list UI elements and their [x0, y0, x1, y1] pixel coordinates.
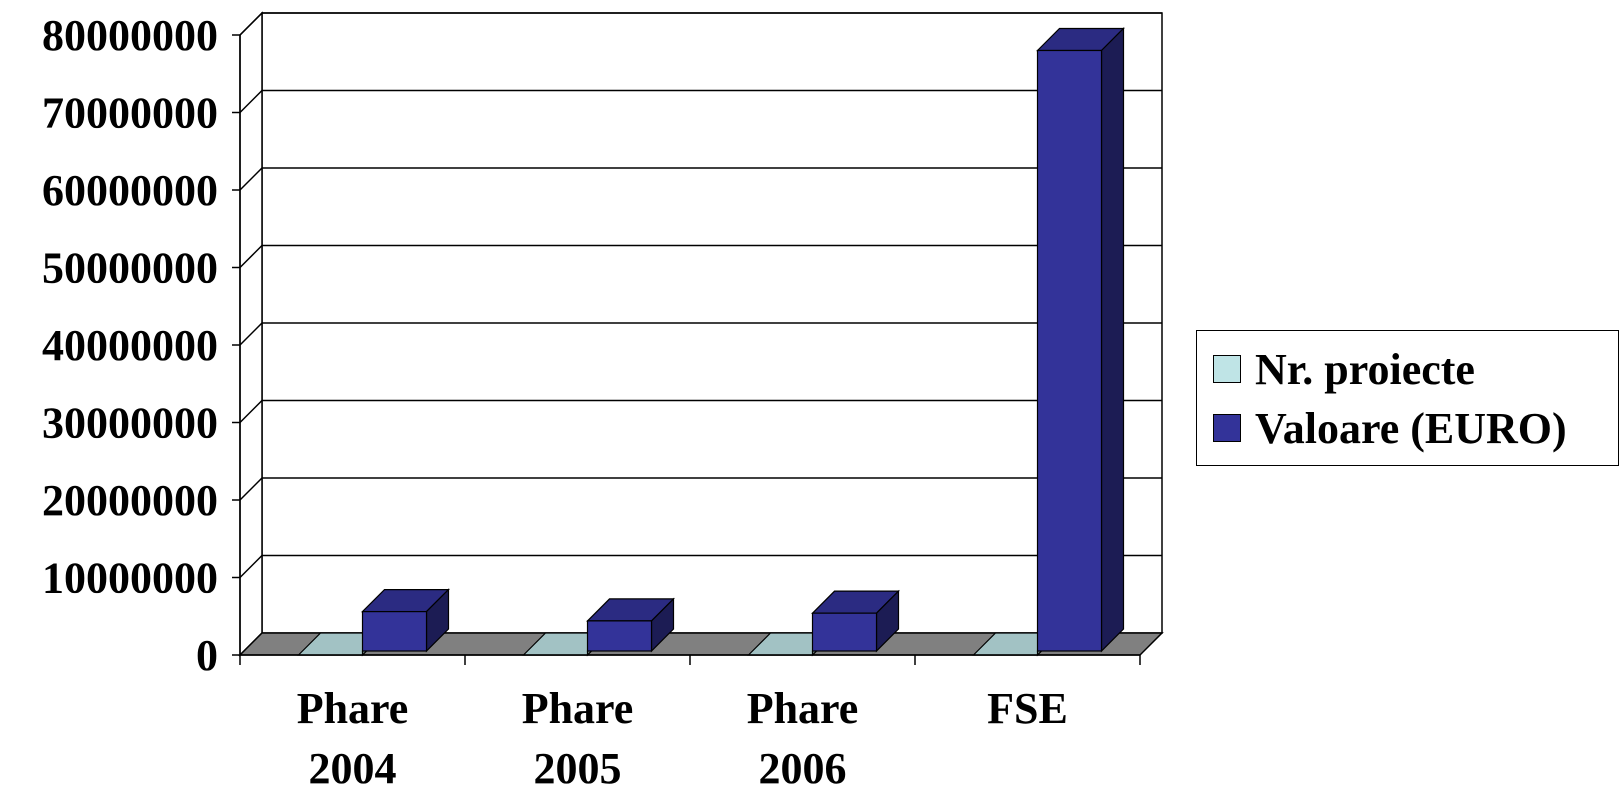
x-category-label-line: 2004 [309, 744, 397, 789]
legend: Nr. proiecte Valoare (EURO) [1196, 330, 1619, 466]
bar-front [811, 612, 878, 652]
x-category-label: Phare 2005 [522, 684, 634, 789]
bar-2-4 [1036, 27, 1125, 653]
bars [297, 27, 1125, 657]
gridline [239, 244, 1162, 269]
bar-2-3 [811, 589, 900, 653]
y-tick-label: 20000000 [42, 476, 218, 525]
gridline [239, 322, 1162, 346]
x-category-label: Phare 2004 [297, 684, 409, 789]
bar-side [1100, 27, 1125, 653]
gridline [239, 554, 1162, 579]
axes [232, 34, 1141, 665]
bar-2-2 [586, 597, 675, 653]
x-category-label-line: 2005 [534, 744, 622, 789]
y-axis-tick-labels: 0 10000000 20000000 30000000 40000000 5000000… [42, 11, 218, 680]
x-category-label-line: Phare [297, 684, 409, 733]
y-tick-label: 60000000 [42, 166, 218, 215]
gridlines [239, 12, 1162, 579]
bar-2-1 [361, 588, 450, 653]
x-category-label-line: FSE [987, 684, 1068, 733]
y-tick-label: 70000000 [42, 89, 218, 138]
legend-swatch-series-2 [1213, 414, 1241, 442]
legend-item-series-1: Nr. proiecte [1213, 344, 1475, 394]
x-category-label: Phare 2006 [747, 684, 859, 789]
legend-swatch-series-1 [1213, 355, 1241, 383]
x-category-label: FSE [987, 684, 1068, 733]
gridline [239, 167, 1162, 191]
chart-walls [239, 11, 1163, 657]
y-tick-label: 0 [196, 631, 218, 680]
bar-front [586, 620, 653, 652]
bar-front [1036, 49, 1103, 652]
y-tick-label: 80000000 [42, 11, 218, 60]
gridline [239, 477, 1162, 501]
bar-front [361, 610, 428, 652]
x-category-label-line: 2006 [759, 744, 847, 789]
legend-label-series-1: Nr. proiecte [1255, 344, 1475, 394]
gridline [239, 89, 1162, 114]
x-category-label-line: Phare [747, 684, 859, 733]
gridline [239, 12, 1162, 36]
x-category-label-line: Phare [522, 684, 634, 733]
y-tick-label: 30000000 [42, 399, 218, 448]
x-axis-category-labels: Phare 2004 Phare 2005 Phare 2006 FSE [297, 684, 1068, 789]
gridline [239, 399, 1162, 424]
y-tick-label: 10000000 [42, 554, 218, 603]
y-tick-label: 40000000 [42, 321, 218, 370]
y-tick-label: 50000000 [42, 244, 218, 293]
legend-item-series-2: Valoare (EURO) [1213, 403, 1567, 453]
legend-label-series-2: Valoare (EURO) [1255, 403, 1567, 453]
